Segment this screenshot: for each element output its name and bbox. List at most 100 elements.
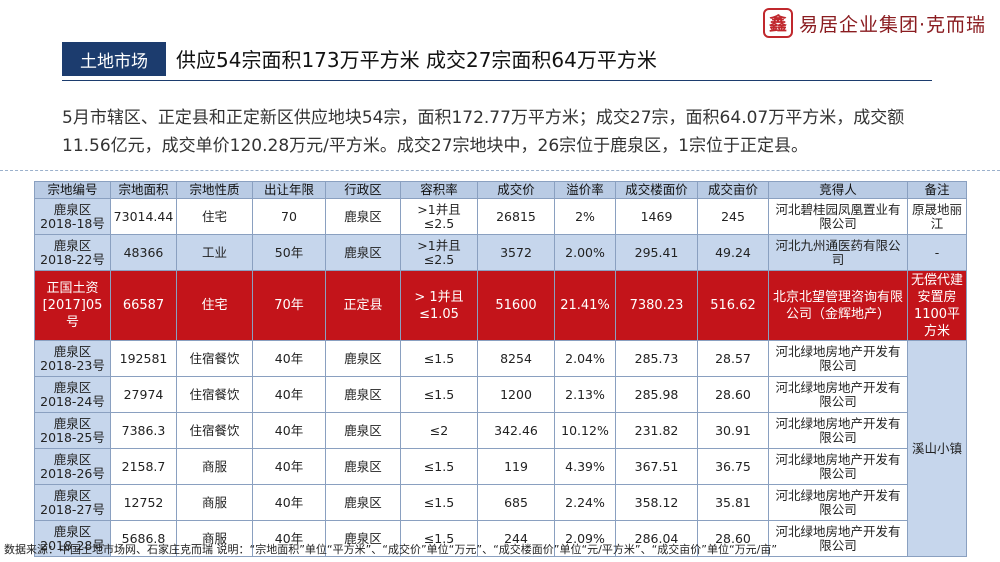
premium-rate: 2% bbox=[554, 198, 616, 235]
land-use: 住宅 bbox=[176, 198, 253, 235]
lease-years: 40年 bbox=[252, 340, 326, 377]
lease-years: 70年 bbox=[252, 270, 326, 341]
plot-ratio: ≤2 bbox=[400, 412, 478, 449]
land-use: 住宿餐饮 bbox=[176, 340, 253, 377]
floor-price: 285.98 bbox=[615, 376, 698, 413]
parcel-area: 48366 bbox=[110, 234, 177, 271]
dashed-divider bbox=[0, 170, 1000, 171]
plot-ratio: >1并且≤2.5 bbox=[400, 198, 478, 235]
floor-price: 1469 bbox=[615, 198, 698, 235]
deal-price: 51600 bbox=[477, 270, 555, 341]
premium-rate: 10.12% bbox=[554, 412, 616, 449]
land-use: 住宿餐饮 bbox=[176, 412, 253, 449]
table-row: 鹿泉区2018-18号 73014.44 住宅 70 鹿泉区 >1并且≤2.5 … bbox=[34, 198, 967, 235]
land-use: 商服 bbox=[176, 520, 253, 557]
col-header: 成交亩价 bbox=[697, 181, 769, 199]
plot-ratio: ≤1.5 bbox=[400, 484, 478, 521]
parcel-id: 正国土资[2017]05号 bbox=[34, 270, 111, 341]
district: 鹿泉区 bbox=[325, 484, 401, 521]
floor-price: 295.41 bbox=[615, 234, 698, 271]
deal-price: 1200 bbox=[477, 376, 555, 413]
land-use: 住宅 bbox=[176, 270, 253, 341]
floor-price: 7380.23 bbox=[615, 270, 698, 341]
summary-line-2: 11.56亿元，成交单价120.28万元/平方米。成交27宗地块中，26宗位于鹿… bbox=[62, 136, 808, 156]
parcel-id: 鹿泉区2018-22号 bbox=[34, 234, 111, 271]
deal-price: 685 bbox=[477, 484, 555, 521]
col-header: 宗地编号 bbox=[34, 181, 111, 199]
lease-years: 40年 bbox=[252, 520, 326, 557]
parcel-area: 7386.3 bbox=[110, 412, 177, 449]
district: 鹿泉区 bbox=[325, 340, 401, 377]
district: 鹿泉区 bbox=[325, 448, 401, 485]
floor-price: 285.73 bbox=[615, 340, 698, 377]
parcel-id: 鹿泉区2018-23号 bbox=[34, 340, 111, 377]
floor-price: 231.82 bbox=[615, 412, 698, 449]
buyer: 河北绿地房地产开发有限公司 bbox=[768, 412, 908, 449]
buyer: 河北绿地房地产开发有限公司 bbox=[768, 340, 908, 377]
parcel-id: 鹿泉区2018-28号 bbox=[34, 520, 111, 557]
land-transaction-table: 宗地编号 宗地面积 宗地性质 出让年限 行政区 容积率 成交价 溢价率 成交楼面… bbox=[34, 181, 967, 557]
summary-text: 5月市辖区、正定县和正定新区供应地块54宗，面积172.77万平方米；成交27宗… bbox=[62, 104, 962, 160]
note: - bbox=[907, 234, 967, 271]
parcel-id: 鹿泉区2018-18号 bbox=[34, 198, 111, 235]
land-use: 商服 bbox=[176, 484, 253, 521]
premium-rate: 2.13% bbox=[554, 376, 616, 413]
district: 鹿泉区 bbox=[325, 412, 401, 449]
parcel-area: 66587 bbox=[110, 270, 177, 341]
note: 原晟地丽江 bbox=[907, 198, 967, 235]
logo-text: 易居企业集团·克而瑞 bbox=[798, 13, 986, 36]
table-row: 鹿泉区2018-23号 192581 住宿餐饮 40年 鹿泉区 ≤1.5 825… bbox=[34, 340, 967, 557]
title-divider bbox=[62, 80, 932, 81]
col-header: 溢价率 bbox=[554, 181, 616, 199]
premium-rate: 2.00% bbox=[554, 234, 616, 271]
district: 鹿泉区 bbox=[325, 234, 401, 271]
floor-price: 367.51 bbox=[615, 448, 698, 485]
lease-years: 70 bbox=[252, 198, 326, 235]
land-use: 商服 bbox=[176, 448, 253, 485]
mu-price: 28.60 bbox=[697, 376, 769, 413]
deal-price: 342.46 bbox=[477, 412, 555, 449]
table-row: 鹿泉区2018-25号 7386.3 住宿餐饮 40年 鹿泉区 ≤2 342.4… bbox=[34, 412, 967, 449]
col-header: 成交楼面价 bbox=[615, 181, 698, 199]
plot-ratio: > 1并且≤1.05 bbox=[400, 270, 478, 341]
buyer: 河北绿地房地产开发有限公司 bbox=[768, 520, 908, 557]
table-row-highlighted: 正国土资[2017]05号 66587 住宅 70年 正定县 > 1并且≤1.0… bbox=[34, 270, 967, 341]
plot-ratio: ≤1.5 bbox=[400, 376, 478, 413]
col-header: 备注 bbox=[907, 181, 967, 199]
premium-rate: 2.04% bbox=[554, 340, 616, 377]
data-source-note: 数据来源：中国土地市场网、石家庄克而瑞 说明：“宗地面积”单位“平方米”、“成交… bbox=[4, 543, 778, 556]
mu-price: 30.91 bbox=[697, 412, 769, 449]
lease-years: 40年 bbox=[252, 376, 326, 413]
parcel-id: 鹿泉区2018-25号 bbox=[34, 412, 111, 449]
logo-seal-icon: 鑫 bbox=[762, 8, 793, 38]
buyer: 河北九州通医药有限公司 bbox=[768, 234, 908, 271]
table-header-row: 宗地编号 宗地面积 宗地性质 出让年限 行政区 容积率 成交价 溢价率 成交楼面… bbox=[34, 181, 967, 199]
mu-price: 28.57 bbox=[697, 340, 769, 377]
note: 无偿代建安置房1100平方米 bbox=[907, 270, 967, 341]
col-header: 容积率 bbox=[400, 181, 478, 199]
mu-price: 36.75 bbox=[697, 448, 769, 485]
plot-ratio: ≤1.5 bbox=[400, 448, 478, 485]
parcel-id: 鹿泉区2018-26号 bbox=[34, 448, 111, 485]
plot-ratio: ≤1.5 bbox=[400, 340, 478, 377]
lease-years: 40年 bbox=[252, 484, 326, 521]
premium-rate: 21.41% bbox=[554, 270, 616, 341]
floor-price: 358.12 bbox=[615, 484, 698, 521]
lease-years: 50年 bbox=[252, 234, 326, 271]
premium-rate: 4.39% bbox=[554, 448, 616, 485]
merged-note: 溪山小镇 bbox=[907, 340, 967, 557]
buyer: 河北绿地房地产开发有限公司 bbox=[768, 484, 908, 521]
table-row: 鹿泉区2018-27号 12752 商服 40年 鹿泉区 ≤1.5 685 2.… bbox=[34, 484, 967, 521]
deal-price: 26815 bbox=[477, 198, 555, 235]
parcel-id: 鹿泉区2018-24号 bbox=[34, 376, 111, 413]
buyer: 河北绿地房地产开发有限公司 bbox=[768, 376, 908, 413]
table-row: 鹿泉区2018-22号 48366 工业 50年 鹿泉区 >1并且≤2.5 35… bbox=[34, 234, 967, 271]
parcel-area: 5686.8 bbox=[110, 520, 177, 557]
table-row: 鹿泉区2018-28号 5686.8 商服 40年 鹿泉区 ≤1.5 244 2… bbox=[34, 520, 967, 557]
company-logo: 鑫 易居企业集团·克而瑞 bbox=[762, 6, 986, 40]
mu-price: 245 bbox=[697, 198, 769, 235]
table-row: 鹿泉区2018-26号 2158.7 商服 40年 鹿泉区 ≤1.5 119 4… bbox=[34, 448, 967, 485]
premium-rate: 2.09% bbox=[554, 520, 616, 557]
deal-price: 8254 bbox=[477, 340, 555, 377]
premium-rate: 2.24% bbox=[554, 484, 616, 521]
